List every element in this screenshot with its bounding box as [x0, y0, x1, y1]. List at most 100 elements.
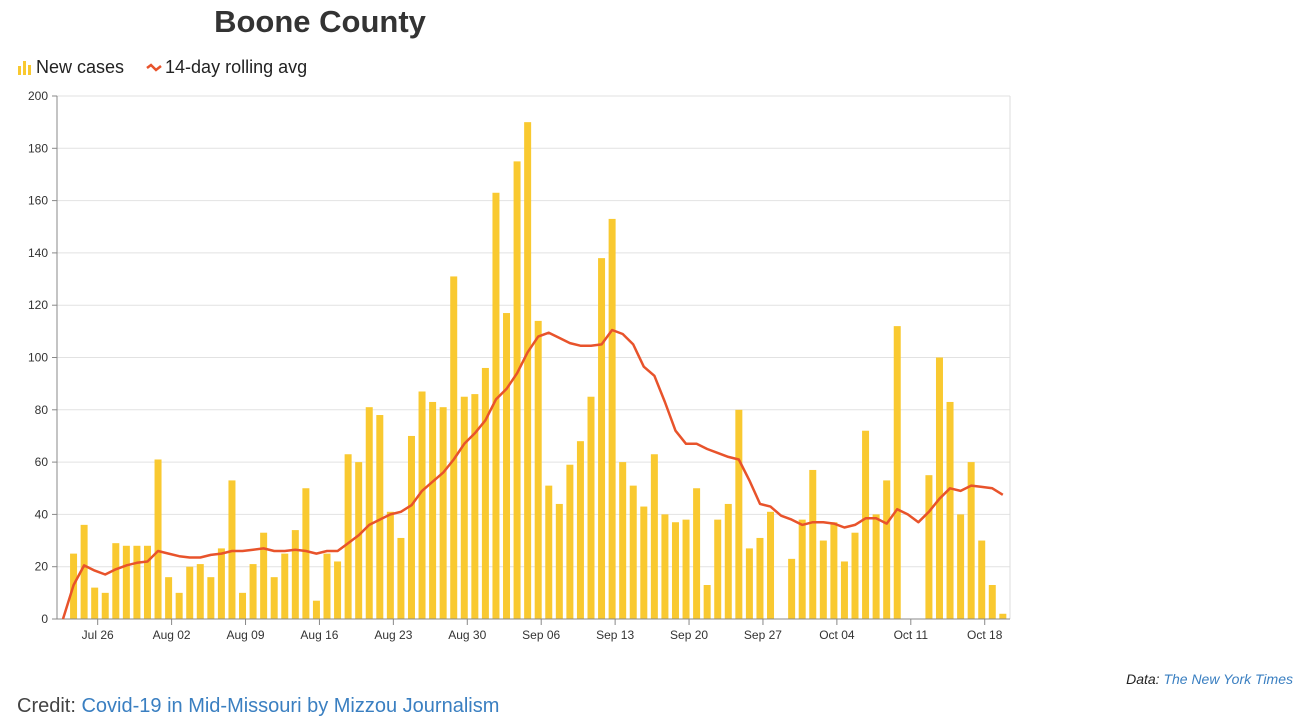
y-tick-label: 200 [28, 89, 48, 103]
bar [967, 462, 975, 619]
bar [101, 592, 109, 619]
bar [767, 511, 775, 619]
chart-title: Boone County [214, 4, 426, 39]
credit-prefix: Credit: [17, 695, 76, 717]
bar [671, 522, 679, 619]
x-tick-label: Sep 06 [522, 628, 560, 642]
bar [281, 553, 289, 619]
bar [196, 564, 204, 619]
bar [239, 592, 247, 619]
bar [650, 454, 658, 619]
bar [344, 454, 352, 619]
bar [312, 600, 320, 619]
bar [217, 548, 225, 619]
bar [693, 488, 701, 619]
x-tick-label: Aug 30 [448, 628, 486, 642]
bar [682, 519, 690, 619]
bar [957, 514, 965, 619]
bar [872, 514, 880, 619]
bar [249, 564, 257, 619]
bar [492, 192, 500, 619]
bar [481, 367, 489, 619]
y-tick-label: 40 [35, 507, 49, 521]
x-tick-label: Sep 27 [744, 628, 782, 642]
y-tick-label: 140 [28, 246, 48, 260]
data-source: Data: The New York Times [1126, 671, 1293, 687]
bar [112, 543, 120, 619]
chart-plot: 0 20 40 60 80 100 120 140 160 180 200 Jul 26 Aug 02 A… [28, 89, 1011, 642]
bar [386, 511, 394, 619]
bar [893, 326, 901, 619]
x-tick-label: Oct 11 [894, 628, 929, 642]
bar [460, 396, 468, 619]
bar [714, 519, 722, 619]
bar [429, 401, 437, 619]
x-tick-label: Sep 20 [670, 628, 708, 642]
bar [91, 587, 99, 619]
legend-item-rolling-avg[interactable]: 14-day rolling avg [146, 57, 307, 78]
bar-chart-icon [18, 60, 31, 75]
x-tick-label: Aug 23 [374, 628, 412, 642]
bar [555, 503, 563, 619]
bar [133, 545, 141, 619]
legend-item-new-cases[interactable]: New cases [17, 57, 124, 78]
bar [629, 485, 637, 619]
bar [566, 464, 574, 619]
bar [122, 545, 130, 619]
y-tick-label: 160 [28, 194, 48, 208]
bar [798, 519, 806, 619]
bar [260, 532, 268, 619]
bar [302, 488, 310, 619]
y-tick-label: 120 [28, 298, 48, 312]
bar [883, 480, 891, 619]
bar [745, 548, 753, 619]
bar [587, 396, 595, 619]
bar [186, 566, 194, 619]
bar [439, 407, 447, 619]
bar [418, 391, 426, 619]
bar [397, 537, 405, 619]
bar [323, 553, 331, 619]
credit-link[interactable]: Covid-19 in Mid-Missouri by Mizzou Journ… [81, 695, 500, 717]
x-tick-label: Aug 09 [226, 628, 264, 642]
bar [840, 561, 848, 619]
x-tick-label: Oct 18 [967, 628, 1003, 642]
y-tick-label: 180 [28, 141, 48, 155]
bar [545, 485, 553, 619]
bar [154, 459, 162, 619]
bar [598, 258, 606, 619]
bar [228, 480, 236, 619]
bar [862, 430, 870, 619]
bar [788, 558, 796, 619]
source-link[interactable]: The New York Times [1163, 671, 1293, 687]
bar [978, 540, 986, 619]
legend-label: 14-day rolling avg [165, 57, 308, 77]
bar [407, 435, 415, 619]
rolling-avg-line [61, 328, 1004, 620]
bar [819, 540, 827, 619]
bar [355, 462, 363, 619]
bar [365, 407, 373, 619]
y-tick-label: 20 [35, 560, 49, 574]
legend: New cases 14-day rolling avg [17, 57, 307, 78]
bar [608, 218, 616, 619]
bar [165, 577, 173, 619]
bar [143, 545, 151, 619]
bar [756, 537, 764, 619]
y-tick-label: 100 [28, 351, 48, 365]
bar [703, 585, 711, 619]
bar [175, 592, 183, 619]
bar [334, 561, 342, 619]
bar [925, 475, 933, 619]
bar [830, 522, 838, 619]
bar [809, 469, 817, 619]
legend-label: New cases [36, 57, 125, 77]
bar [988, 585, 996, 619]
bar [534, 320, 542, 619]
line-icon [146, 62, 162, 72]
bar [270, 577, 278, 619]
bar [935, 357, 943, 619]
bar [291, 530, 299, 619]
x-tick-label: Sep 13 [596, 628, 634, 642]
y-tick-label: 80 [35, 403, 49, 417]
